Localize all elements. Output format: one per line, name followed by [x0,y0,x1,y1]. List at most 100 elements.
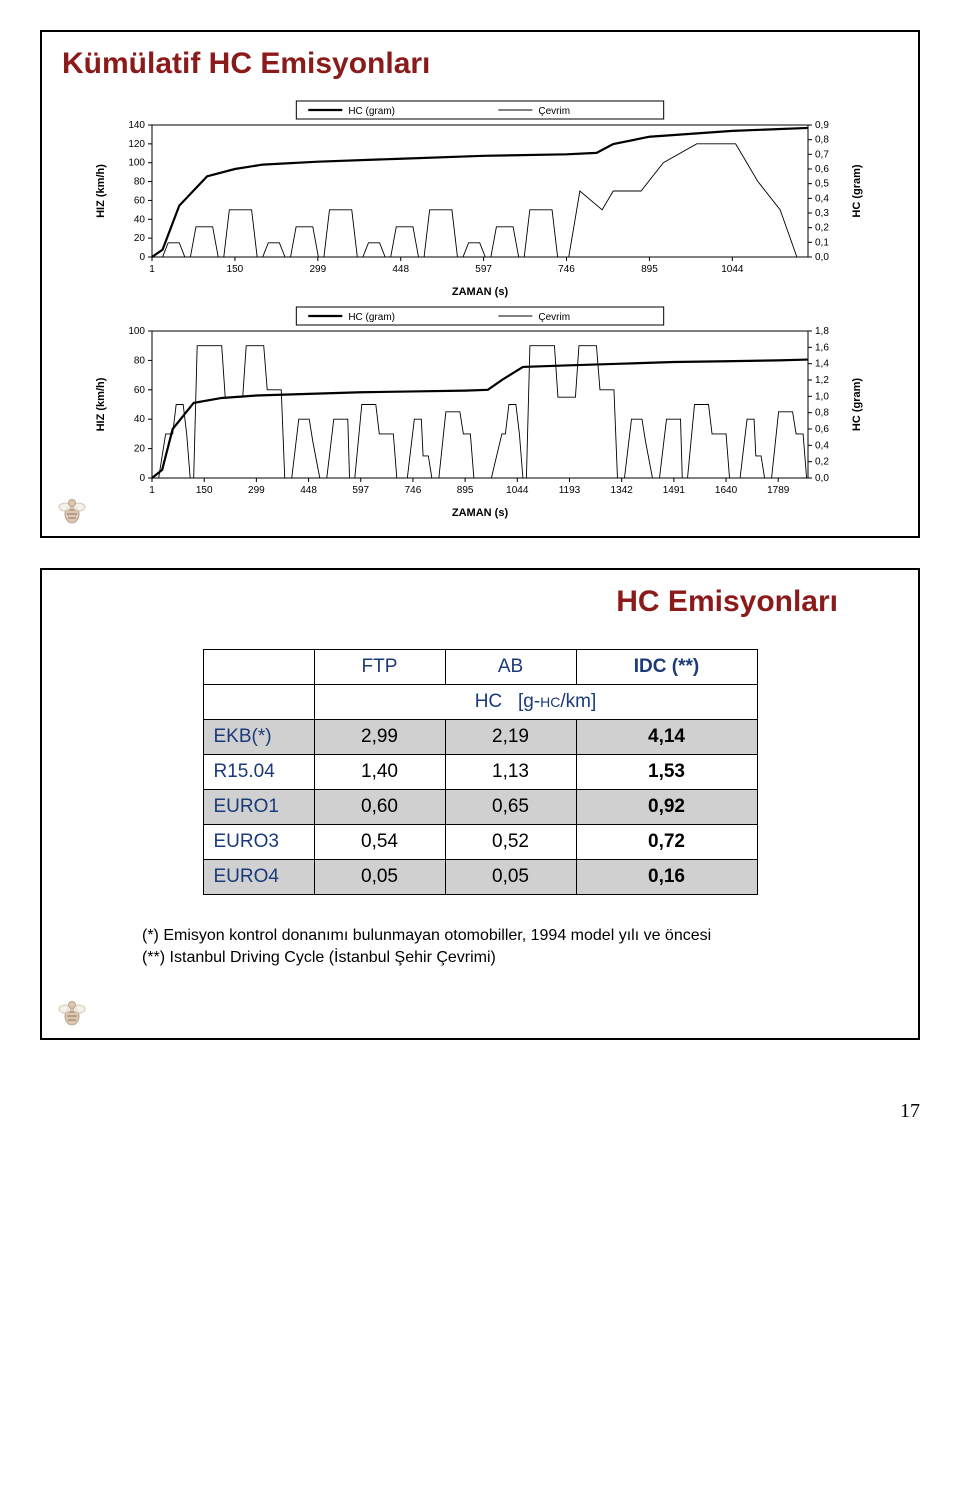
svg-text:0,8: 0,8 [815,408,829,419]
svg-text:895: 895 [641,264,658,275]
svg-text:1342: 1342 [611,485,634,496]
svg-text:597: 597 [475,264,492,275]
table-wrap: FTPABIDC (**)HC [g-HC/km]EKB(*)2,992,194… [62,649,898,895]
svg-text:40: 40 [134,214,146,225]
cell: 0,54 [314,825,445,860]
col-header: AB [445,650,576,685]
svg-text:140: 140 [128,120,145,131]
hc-table: FTPABIDC (**)HC [g-HC/km]EKB(*)2,992,194… [203,649,758,895]
svg-text:1,2: 1,2 [815,375,829,386]
slide-hc-emissions: HC Emisyonları FTPABIDC (**)HC [g-HC/km]… [40,568,920,1040]
footnotes: (*) Emisyon kontrol donanımı bulunmayan … [142,925,898,968]
chart-a-container: 0 20 40 60 80 100 120 140 0,0 0,1 0,2 0,3 0,4 0,5 0,6 0… [90,99,870,299]
chart-b: 0204060801000,00,20,40,60,81,01,21,41,61… [90,305,870,520]
col-header: FTP [314,650,445,685]
svg-text:1640: 1640 [715,485,738,496]
svg-text:1044: 1044 [506,485,529,496]
slide-cumulative-hc: Kümülatif HC Emisyonları 020406080100120… [40,30,920,538]
svg-text:1,6: 1,6 [815,342,829,353]
svg-text:0,1: 0,1 [815,237,829,248]
svg-text:60: 60 [134,195,146,206]
chart-b-container: 0204060801000,00,20,40,60,81,01,21,41,61… [90,305,870,520]
svg-text:ZAMAN (s): ZAMAN (s) [452,286,509,298]
svg-text:895: 895 [457,485,474,496]
svg-text:HC (gram): HC (gram) [851,164,863,218]
svg-text:0,4: 0,4 [815,440,829,451]
row-label: R15.04 [203,755,314,790]
cell: 0,65 [445,790,576,825]
svg-text:HIZ (km/h): HIZ (km/h) [95,377,107,431]
svg-text:20: 20 [134,444,146,455]
svg-text:746: 746 [558,264,575,275]
svg-text:1044: 1044 [721,264,744,275]
svg-text:60: 60 [134,385,146,396]
svg-text:Çevrim: Çevrim [538,106,570,117]
bee-icon [56,494,88,526]
cell: 0,16 [576,860,757,895]
svg-text:1193: 1193 [559,485,581,496]
svg-text:0,8: 0,8 [815,135,829,146]
svg-text:0,6: 0,6 [815,164,829,175]
cell: 0,92 [576,790,757,825]
svg-text:150: 150 [196,485,213,496]
svg-text:ZAMAN (s): ZAMAN (s) [452,507,509,519]
svg-text:1: 1 [149,264,155,275]
svg-text:100: 100 [128,326,145,337]
svg-text:150: 150 [227,264,244,275]
svg-text:80: 80 [134,355,146,366]
svg-text:1,4: 1,4 [815,359,829,370]
svg-text:299: 299 [248,485,265,496]
svg-text:20: 20 [134,233,146,244]
svg-text:746: 746 [405,485,422,496]
svg-text:0: 0 [139,473,145,484]
cell: 2,19 [445,720,576,755]
cell: 1,40 [314,755,445,790]
bee-icon [56,996,88,1028]
svg-text:0,0: 0,0 [815,473,829,484]
svg-text:1: 1 [149,485,155,496]
row-label: EURO1 [203,790,314,825]
svg-text:80: 80 [134,177,146,188]
cell: 0,60 [314,790,445,825]
svg-text:0,3: 0,3 [815,208,829,219]
col-header: IDC (**) [576,650,757,685]
svg-text:0,0: 0,0 [815,252,829,263]
svg-text:HC (gram): HC (gram) [851,378,863,432]
cell: 2,99 [314,720,445,755]
svg-text:1491: 1491 [663,485,686,496]
page-number: 17 [0,1100,920,1123]
svg-text:40: 40 [134,414,146,425]
slide2-title: HC Emisyonları [62,585,838,619]
svg-text:120: 120 [128,139,145,150]
row-label: EKB(*) [203,720,314,755]
svg-text:1,0: 1,0 [815,391,829,402]
chart-a: 0 20 40 60 80 100 120 140 0,0 0,1 0,2 0,3 0,4 0,5 0,6 0… [90,99,870,299]
cell: 4,14 [576,720,757,755]
svg-text:1789: 1789 [767,485,790,496]
footnote-2: (**) Istanbul Driving Cycle (İstanbul Şe… [142,947,898,969]
footnote-1: (*) Emisyon kontrol donanımı bulunmayan … [142,925,898,947]
svg-text:0,6: 0,6 [815,424,829,435]
svg-text:HIZ (km/h): HIZ (km/h) [95,164,107,218]
row-label: EURO4 [203,860,314,895]
svg-text:0,2: 0,2 [815,223,829,234]
cell: 1,13 [445,755,576,790]
svg-text:0,4: 0,4 [815,193,829,204]
subheader: HC [g-HC/km] [314,685,757,720]
svg-text:448: 448 [392,264,409,275]
cell: 1,53 [576,755,757,790]
svg-text:0: 0 [139,252,145,263]
svg-text:299: 299 [309,264,326,275]
cell: 0,72 [576,825,757,860]
cell: 0,05 [445,860,576,895]
row-label: EURO3 [203,825,314,860]
svg-text:0,9: 0,9 [815,120,829,131]
col-header [203,650,314,685]
svg-text:HC (gram): HC (gram) [348,106,395,117]
svg-text:0,5: 0,5 [815,179,829,190]
svg-text:100: 100 [128,158,145,169]
slide1-title: Kümülatif HC Emisyonları [62,47,898,81]
cell: 0,52 [445,825,576,860]
svg-text:597: 597 [352,485,369,496]
svg-text:0,7: 0,7 [815,149,829,160]
